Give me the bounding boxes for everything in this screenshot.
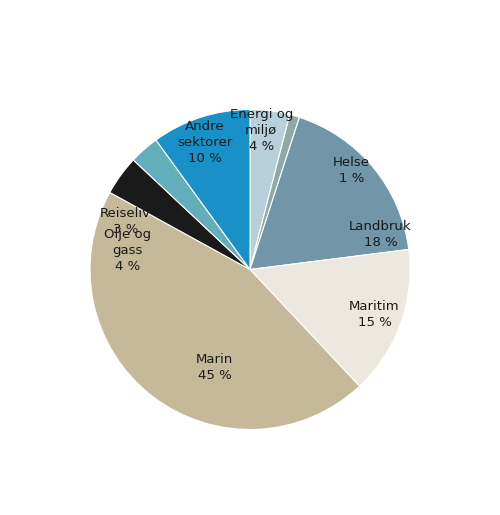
Wedge shape (156, 110, 250, 269)
Wedge shape (110, 160, 250, 269)
Text: Olje og
gass
4 %: Olje og gass 4 % (104, 228, 151, 273)
Wedge shape (250, 110, 290, 269)
Text: Reiseliv
3 %: Reiseliv 3 % (100, 207, 151, 236)
Wedge shape (250, 117, 408, 269)
Text: Marin
45 %: Marin 45 % (196, 353, 234, 382)
Text: Andre
sektorer
10 %: Andre sektorer 10 % (178, 121, 233, 165)
Wedge shape (134, 140, 250, 269)
Text: Helse
1 %: Helse 1 % (333, 156, 370, 185)
Text: Energi og
miljø
4 %: Energi og miljø 4 % (230, 108, 293, 153)
Wedge shape (250, 249, 410, 386)
Wedge shape (90, 193, 359, 430)
Wedge shape (250, 114, 300, 269)
Text: Maritim
15 %: Maritim 15 % (349, 300, 400, 329)
Text: Landbruk
18 %: Landbruk 18 % (349, 220, 412, 249)
